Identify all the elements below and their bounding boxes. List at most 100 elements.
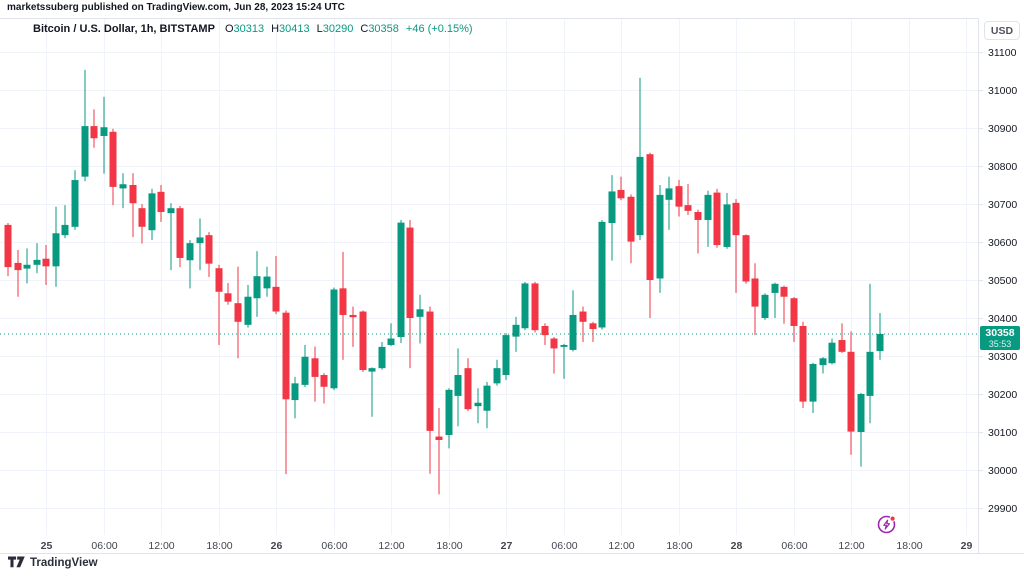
price-tick-label: 30700 — [988, 199, 1017, 211]
time-tick-label: 26 — [271, 540, 283, 552]
candlestick — [272, 286, 280, 312]
price-tick-label: 31100 — [988, 47, 1017, 59]
time-tick-label: 06:00 — [551, 540, 577, 552]
candlestick — [665, 188, 673, 200]
candle-wick — [419, 294, 421, 344]
tradingview-logo-icon — [8, 556, 25, 568]
candlestick — [483, 385, 491, 411]
candle-wick — [199, 218, 201, 271]
candlestick — [819, 358, 827, 366]
candle-wick — [323, 373, 325, 404]
price-tick-label: 31000 — [988, 85, 1017, 97]
candlestick — [33, 259, 41, 265]
candle-wick — [735, 199, 737, 293]
time-tick-label: 29 — [961, 540, 973, 552]
candlestick — [847, 351, 855, 432]
candlestick — [627, 196, 635, 242]
candlestick — [196, 237, 204, 244]
candle-wick — [132, 173, 134, 238]
open-label: O — [224, 23, 234, 35]
candlestick — [368, 368, 376, 372]
candlestick — [138, 208, 146, 227]
candlestick — [838, 340, 846, 352]
price-tick-label: 30800 — [988, 161, 1017, 173]
candle-wick — [783, 285, 785, 324]
candlestick — [598, 221, 606, 328]
low-label: L — [316, 23, 323, 35]
candlestick — [502, 335, 510, 375]
candlestick — [589, 323, 597, 330]
candlestick — [301, 356, 309, 385]
candlestick — [61, 224, 69, 236]
candlestick — [426, 311, 434, 431]
candlestick — [52, 233, 60, 267]
candlestick — [234, 303, 242, 322]
candlestick — [617, 189, 625, 199]
candlestick — [799, 325, 807, 402]
price-tick-label: 30000 — [988, 465, 1017, 477]
candlestick — [684, 205, 692, 211]
candlestick — [157, 191, 165, 212]
candlestick — [675, 186, 683, 207]
candlestick — [445, 389, 453, 436]
candlestick — [71, 180, 79, 227]
time-tick-label: 12:00 — [148, 540, 174, 552]
candlestick — [416, 309, 424, 317]
candlestick — [205, 235, 213, 264]
close-label: C — [360, 23, 369, 35]
candle-wick — [774, 282, 776, 318]
candlestick — [167, 208, 175, 214]
time-tick-label: 18:00 — [896, 540, 922, 552]
candle-wick — [563, 343, 565, 379]
candlestick — [454, 375, 462, 396]
candlestick — [129, 185, 137, 204]
candlestick — [857, 394, 865, 432]
candlestick — [119, 184, 127, 189]
candlestick — [109, 131, 117, 187]
tradingview-wordmark: TradingView — [30, 556, 98, 569]
price-tick-label: 30300 — [988, 351, 1017, 363]
candle-wick — [438, 408, 440, 495]
candlestick — [349, 314, 357, 318]
symbol-legend[interactable]: Bitcoin / U.S. Dollar, 1h, BITSTAMP O3031… — [33, 23, 473, 35]
candle-wick — [697, 209, 699, 254]
open-value: 30313 — [233, 23, 265, 35]
change-value: +46 (+0.15%) — [405, 23, 473, 35]
candlestick — [339, 288, 347, 315]
candle-wick — [352, 306, 354, 347]
candlestick — [550, 338, 558, 349]
candlestick — [512, 324, 520, 337]
candle-wick — [122, 173, 124, 209]
candle-wick — [64, 205, 66, 239]
candlestick — [397, 222, 405, 337]
time-tick-label: 18:00 — [436, 540, 462, 552]
candlestick — [751, 278, 759, 307]
candlestick — [311, 358, 319, 377]
high-value: 30413 — [279, 23, 310, 35]
tradingview-logo[interactable]: TradingView — [8, 556, 98, 569]
candlestick — [282, 312, 290, 400]
candlestick — [742, 235, 750, 282]
candlestick — [521, 283, 529, 329]
symbol-title: Bitcoin / U.S. Dollar, 1h, BITSTAMP — [33, 23, 215, 35]
candlestick — [761, 294, 769, 318]
candlestick — [704, 194, 712, 220]
candlestick — [176, 208, 184, 258]
candle-wick — [620, 176, 622, 201]
time-tick-label: 18:00 — [666, 540, 692, 552]
currency-unit-button[interactable]: USD — [984, 21, 1020, 40]
time-tick-label: 06:00 — [321, 540, 347, 552]
flash-streaming-icon[interactable] — [876, 513, 898, 535]
candlestick — [732, 202, 740, 236]
candlestick — [713, 192, 721, 246]
candlestick — [809, 363, 817, 402]
time-tick-label: 06:00 — [781, 540, 807, 552]
candlestick — [541, 325, 549, 336]
candle-wick — [822, 357, 824, 374]
candle-wick — [84, 69, 86, 182]
time-tick-label: 25 — [41, 540, 53, 552]
time-tick-label: 12:00 — [608, 540, 634, 552]
candle-wick — [592, 321, 594, 342]
candlestick — [378, 346, 386, 369]
